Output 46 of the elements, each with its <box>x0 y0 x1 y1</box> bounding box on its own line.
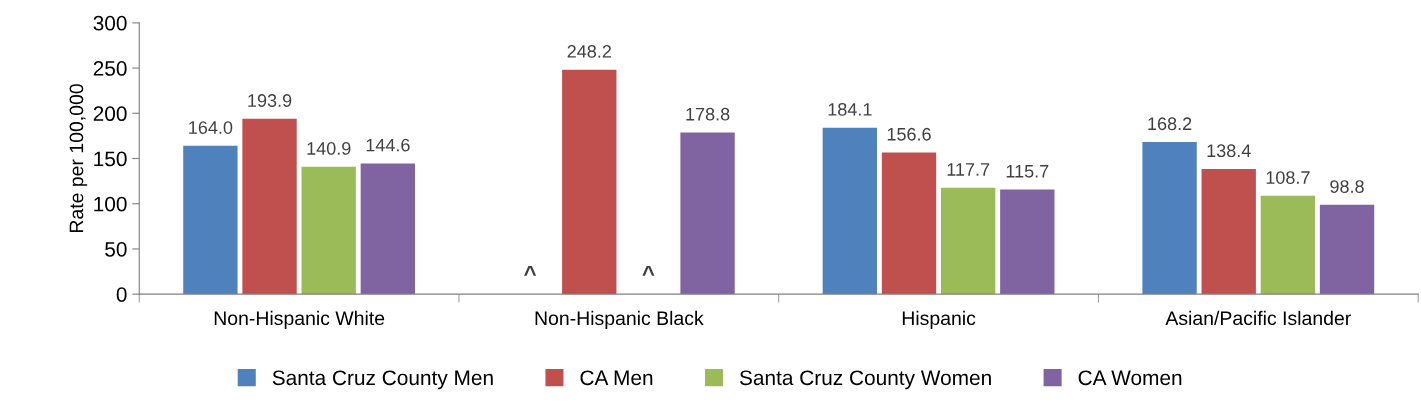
x-tick-label: Non-Hispanic White <box>214 310 385 329</box>
text: ^ <box>642 265 655 276</box>
y-tick-label: 0 <box>116 287 127 302</box>
data-label: 184.1 <box>828 102 872 116</box>
legend-label: CA Women <box>1078 370 1182 386</box>
bar <box>1142 142 1197 295</box>
legend-label: CA Men <box>580 370 653 386</box>
data-label: 144.6 <box>366 138 410 152</box>
data-label: 168.2 <box>1148 117 1192 131</box>
data-label: 140.9 <box>307 142 351 155</box>
y-tick-label: 50 <box>105 241 127 257</box>
y-axis-title: Rate per 100,000 <box>69 84 88 233</box>
data-label: 115.7 <box>1006 165 1049 178</box>
bar <box>822 127 878 295</box>
bar <box>1000 189 1055 295</box>
data-label: 193.9 <box>248 94 292 107</box>
data-label: 178.8 <box>686 107 730 121</box>
data-label: 164.0 <box>189 121 233 134</box>
bar <box>301 166 356 295</box>
bar <box>940 187 996 295</box>
bar <box>680 132 735 295</box>
bar <box>360 163 416 295</box>
x-tick-label: Asian/Pacific Islander <box>1165 310 1351 326</box>
y-tick-label: 300 <box>93 15 127 31</box>
bar <box>562 69 617 295</box>
bar <box>881 152 937 295</box>
data-label: 98.8 <box>1330 180 1364 193</box>
bar <box>1201 169 1256 295</box>
y-tick-label: 150 <box>94 151 127 167</box>
x-tick-label: Non-Hispanic Black <box>535 310 704 329</box>
y-tick-label: 250 <box>93 61 127 76</box>
data-label: 138.4 <box>1207 144 1251 158</box>
data-label: 156.6 <box>887 127 931 141</box>
data-label: 248.2 <box>567 45 611 58</box>
y-tick-label: 200 <box>93 106 127 122</box>
bar <box>1319 204 1375 295</box>
data-label: 117.7 <box>947 163 990 176</box>
legend-label: Santa Cruz County Men <box>272 370 493 390</box>
bar <box>183 145 238 295</box>
y-tick-label: 100 <box>94 196 127 212</box>
x-tick-label: Hispanic <box>902 310 976 329</box>
legend-label: Santa Cruz County Women <box>739 370 991 390</box>
text: ^ <box>524 265 537 276</box>
data-label: 108.7 <box>1266 171 1310 184</box>
bar <box>1260 195 1316 295</box>
bar <box>242 118 297 295</box>
